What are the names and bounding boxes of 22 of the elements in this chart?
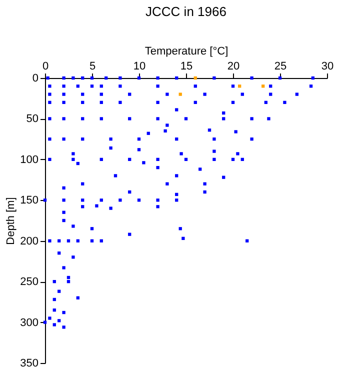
x-tick-label: 30 — [321, 60, 334, 72]
x-tick-label: 0 — [42, 60, 49, 72]
x-tick-label: 25 — [274, 60, 287, 72]
y-tick-label: 100 — [20, 154, 38, 166]
y-tick-label: 300 — [20, 316, 38, 329]
chart-title: JCCC in 1966 — [146, 4, 226, 19]
point — [178, 92, 182, 96]
y-axis-title: Depth [m] — [5, 197, 18, 245]
y-tick-label: 250 — [20, 276, 38, 288]
y-tick-label: 0 — [32, 72, 38, 84]
y-tick-label: 150 — [20, 194, 38, 207]
x-tick-label: 5 — [89, 60, 96, 72]
y-tick-label: 50 — [26, 113, 38, 126]
y-tick-label: 200 — [20, 235, 38, 248]
x-tick-label: 10 — [133, 60, 146, 72]
point — [238, 84, 242, 88]
x-tick-label: 20 — [227, 60, 240, 72]
point — [194, 76, 197, 80]
x-axis-title: Temperature [°C] — [144, 46, 228, 58]
x-tick-label: 15 — [180, 60, 193, 72]
point — [262, 84, 265, 88]
y-tick-label: 350 — [20, 358, 38, 370]
